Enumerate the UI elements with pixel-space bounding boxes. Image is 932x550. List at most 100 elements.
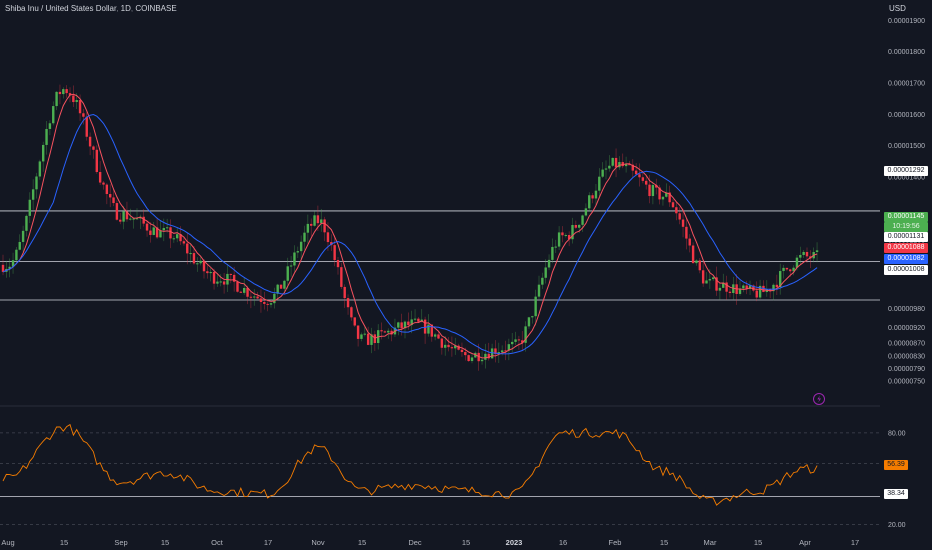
candle-body	[8, 266, 11, 269]
candle-body	[289, 265, 293, 267]
rsi-level-badge: 38.34	[884, 489, 908, 499]
candle-body	[232, 274, 236, 282]
candle-body	[742, 285, 745, 289]
candle-body	[52, 106, 55, 124]
time-tick-label: 16	[559, 538, 567, 547]
candle-body	[712, 277, 715, 280]
candle-body	[212, 271, 216, 284]
candle-body	[504, 350, 507, 352]
candle-body	[253, 296, 256, 298]
candle-body	[35, 176, 38, 190]
candle-body	[45, 128, 48, 145]
price-tick-label: 0.00000830	[888, 353, 925, 360]
candle-body	[805, 251, 809, 257]
candle-body	[68, 93, 72, 96]
candle-body	[72, 95, 75, 103]
candle-body	[547, 259, 551, 268]
candle-body	[356, 325, 360, 339]
candle-body	[695, 260, 698, 264]
time-tick-label: 2023	[506, 538, 523, 547]
ma-fast-line	[2, 93, 818, 359]
rsi-line	[2, 423, 818, 506]
time-tick-label: Aug	[1, 538, 14, 547]
candle-body	[142, 216, 145, 224]
candle-body	[691, 245, 695, 264]
candle-body	[21, 230, 25, 242]
candle-body	[427, 324, 430, 334]
candle-body	[551, 246, 554, 260]
candle-body	[514, 339, 517, 342]
candle-body	[186, 243, 189, 254]
candle-body	[658, 187, 661, 200]
candle-body	[179, 234, 182, 242]
candle-body	[58, 91, 62, 95]
candle-body	[222, 281, 226, 285]
candle-body	[346, 298, 350, 308]
candle-body	[269, 303, 273, 305]
time-axis[interactable]: Aug 15 Sep 15 Oct 17 Nov 15 Dec 15 2023 16 Feb 15 Mar 1…	[1, 538, 859, 547]
time-tick-label: 15	[462, 538, 470, 547]
candle-body	[176, 234, 179, 239]
candle-body	[792, 267, 795, 272]
candle-body	[75, 100, 78, 103]
candle-body	[594, 190, 598, 199]
candle-body	[82, 113, 85, 117]
candle-body	[165, 227, 169, 229]
candle-body	[279, 284, 283, 289]
candle-body	[55, 91, 58, 107]
candle-body	[202, 260, 206, 272]
alert-icon[interactable]	[813, 393, 825, 405]
candle-body	[38, 161, 42, 177]
candle-body	[557, 232, 561, 247]
horizontal-levels[interactable]	[0, 210, 880, 301]
candle-body	[688, 238, 691, 246]
candle-body	[366, 333, 370, 345]
candle-body	[387, 330, 390, 333]
candle-body	[266, 303, 269, 305]
candle-body	[447, 344, 450, 348]
candle-body	[608, 165, 611, 169]
candle-body	[527, 317, 531, 327]
candle-body	[581, 215, 584, 225]
price-tick-label: 0.00000980	[888, 306, 925, 313]
candle-body	[678, 213, 681, 220]
candle-body	[159, 230, 162, 238]
candle-body	[276, 284, 279, 294]
time-tick-label: 15	[358, 538, 366, 547]
price-tick-label: 0.00000870	[888, 341, 925, 348]
candle-body	[353, 317, 356, 326]
price-tick-label: 0.00000750	[888, 378, 925, 385]
candle-body	[109, 194, 112, 198]
candle-body	[209, 271, 212, 274]
candle-body	[65, 89, 68, 94]
level-white-badge: 0.00001131	[884, 232, 928, 242]
last-price-badge: 0.00001145	[884, 212, 928, 222]
candle-body	[155, 227, 159, 238]
candle-body	[263, 302, 266, 304]
candle-body	[584, 208, 588, 216]
candle-body	[685, 226, 688, 239]
candle-body	[645, 180, 648, 185]
candle-body	[403, 321, 407, 329]
candle-body	[567, 235, 571, 240]
candle-body	[216, 281, 219, 284]
candle-body	[310, 223, 313, 226]
candle-body	[397, 322, 400, 328]
candle-body	[407, 321, 410, 326]
candle-body	[708, 279, 712, 281]
time-tick-label: 17	[264, 538, 272, 547]
candle-body	[236, 281, 239, 292]
candle-body	[517, 339, 521, 341]
ma-slow-line	[2, 113, 818, 355]
candle-body	[306, 223, 310, 233]
candle-body	[273, 293, 276, 304]
candle-body	[571, 224, 574, 240]
candle-body	[775, 284, 779, 288]
candle-body	[795, 257, 799, 268]
candle-body	[480, 359, 484, 362]
candle-body	[192, 253, 196, 264]
candle-body	[125, 211, 129, 220]
price-tick-label: 0.00001600	[888, 112, 925, 119]
candle-body	[574, 224, 578, 228]
